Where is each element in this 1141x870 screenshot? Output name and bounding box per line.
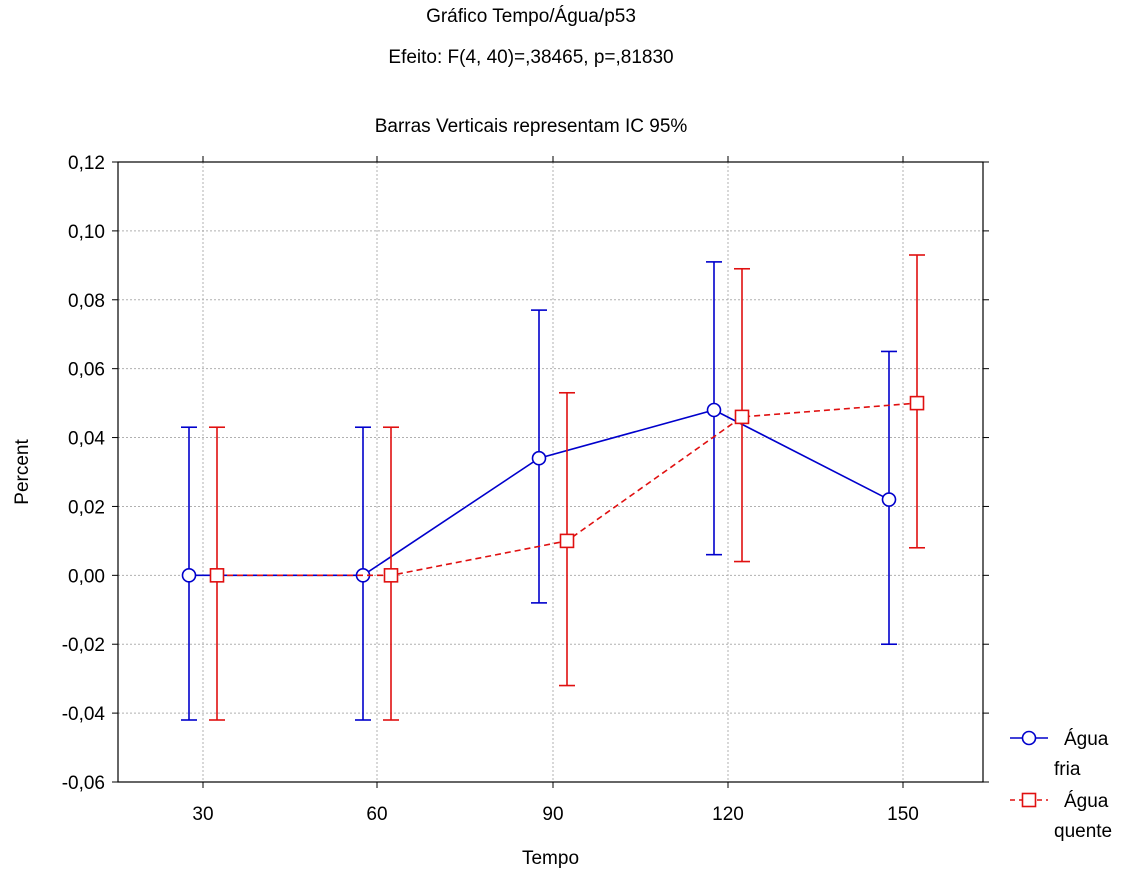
legend-label: Água [1064, 729, 1109, 750]
data-point [383, 568, 399, 583]
chart-subtitle: Efeito: F(4, 40)=,38465, p=,81830 [388, 47, 674, 68]
y-tick-label: -0,02 [62, 635, 105, 656]
series-agua-quente [209, 254, 925, 721]
y-tick-label: 0,10 [68, 222, 105, 243]
data-point [881, 492, 897, 507]
chart-title: Gráfico Tempo/Água/p53 [426, 6, 636, 27]
legend-label: quente [1054, 821, 1112, 842]
grid-lines [118, 162, 983, 782]
y-tick-label: 0,06 [68, 360, 105, 381]
legend-item-agua-fria: Água fria [1010, 729, 1109, 780]
data-point [559, 533, 575, 549]
y-tick-label: 0,08 [68, 291, 105, 312]
data-point [706, 402, 722, 418]
data-point [181, 568, 197, 583]
y-tick-label: 0,02 [68, 497, 105, 518]
x-axis-title: Tempo [522, 848, 579, 869]
legend-label: Água [1064, 791, 1109, 812]
axes: 0,12 0,10 0,08 0,06 0,04 0,02 0,00 -0,02 -0,04 -0… [62, 153, 989, 825]
legend-item-agua-quente: Água quente [1010, 791, 1112, 842]
x-tick-label: 60 [366, 804, 387, 825]
y-tick-label: -0,04 [62, 704, 106, 725]
y-tick-label: 0,04 [68, 429, 105, 450]
x-tick-label: 90 [542, 804, 563, 825]
x-tick-label: 150 [887, 804, 919, 825]
data-point [734, 409, 750, 425]
y-tick-label: 0,12 [68, 153, 105, 174]
series-agua-fria [181, 261, 897, 721]
x-tick-label: 120 [712, 804, 744, 825]
y-axis-title: Percent [12, 439, 33, 505]
data-point [909, 395, 925, 411]
series-layer [181, 254, 925, 721]
legend: Água fria Água quente [1010, 729, 1112, 842]
legend-marker [1021, 730, 1037, 746]
plot-frame [117, 161, 984, 783]
legend-marker [1021, 792, 1037, 808]
chart-note: Barras Verticais representam IC 95% [374, 116, 688, 137]
y-tick-label: 0,00 [68, 566, 105, 587]
data-point [531, 450, 547, 466]
legend-label: fria [1054, 759, 1081, 780]
data-point [209, 568, 225, 583]
x-tick-label: 30 [192, 804, 213, 825]
y-tick-label: -0,06 [62, 773, 105, 794]
